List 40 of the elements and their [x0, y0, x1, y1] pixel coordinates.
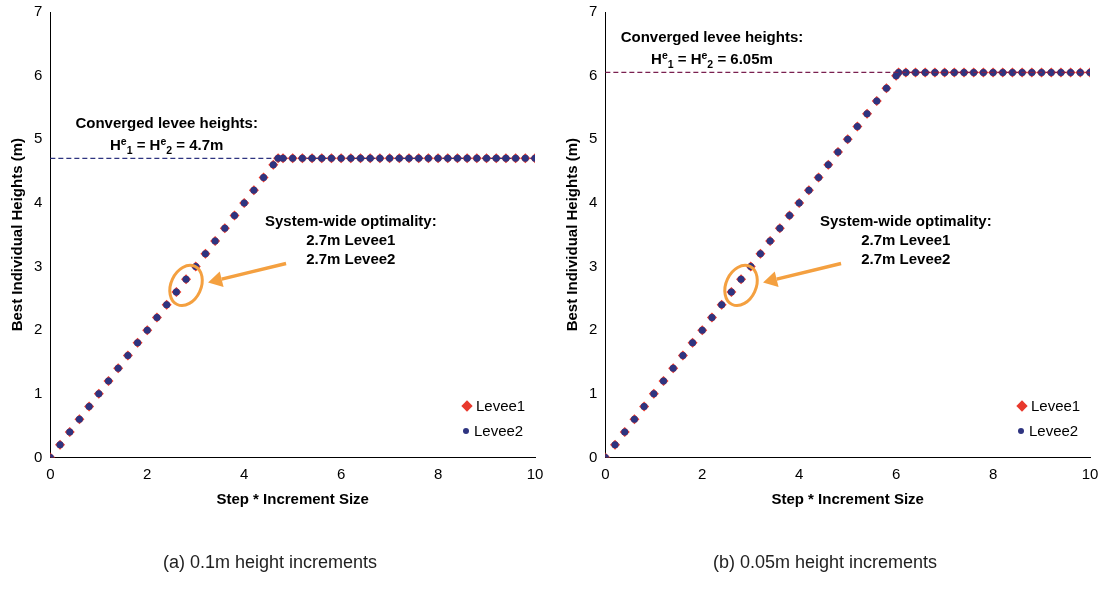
- y-tick-label: 7: [34, 2, 43, 20]
- x-tick-label: 0: [601, 464, 610, 482]
- y-tick-label: 1: [34, 383, 43, 401]
- y-tick-label: 4: [34, 193, 43, 211]
- y-tick-label: 0: [34, 447, 43, 465]
- x-tick-label: 2: [698, 464, 707, 482]
- y-tick-label: 5: [34, 129, 43, 147]
- legend-label: Levee1: [1031, 397, 1081, 415]
- legend-label: Levee1: [476, 397, 526, 415]
- text: (b) 0.05m height increments: [712, 552, 938, 573]
- y-tick-label: 2: [34, 320, 43, 338]
- x-axis-title: Step * Increment Size: [771, 489, 924, 507]
- y-tick-label: 7: [589, 2, 598, 20]
- x-tick-label: 8: [433, 464, 443, 482]
- y-tick-label: 3: [34, 256, 43, 274]
- y-tick-label: 3: [589, 256, 598, 274]
- x-axis-title: Step * Increment Size: [216, 489, 369, 507]
- y-tick-label: 1: [589, 383, 598, 401]
- x-tick-label: 6: [891, 464, 901, 482]
- annotation: System-wide optimality: 2.7m Levee1 2.7m Levee2: [819, 211, 992, 267]
- annotation: System-wide optimality: 2.7m Levee1 2.7m Levee2: [264, 211, 437, 267]
- x-tick-label: 10: [1081, 464, 1099, 482]
- y-tick-label: 4: [589, 193, 598, 211]
- legend-label: Levee2: [1029, 422, 1079, 440]
- y-tick-label: 0: [589, 447, 598, 465]
- text: (a) 0.1m height increments: [162, 552, 378, 573]
- x-tick-label: 10: [526, 464, 544, 482]
- y-axis-title: Best Individual Heights (m): [563, 138, 581, 332]
- y-tick-label: 6: [34, 65, 43, 83]
- y-tick-label: 2: [589, 320, 598, 338]
- y-tick-label: 6: [589, 65, 598, 83]
- y-tick-label: 5: [589, 129, 598, 147]
- x-tick-label: 2: [143, 464, 152, 482]
- x-tick-label: 4: [795, 464, 804, 482]
- x-tick-label: 0: [46, 464, 55, 482]
- y-axis-title: Best Individual Heights (m): [8, 138, 26, 332]
- x-tick-label: 4: [240, 464, 249, 482]
- legend-label: Levee2: [474, 422, 524, 440]
- x-tick-label: 8: [988, 464, 998, 482]
- x-tick-label: 6: [336, 464, 346, 482]
